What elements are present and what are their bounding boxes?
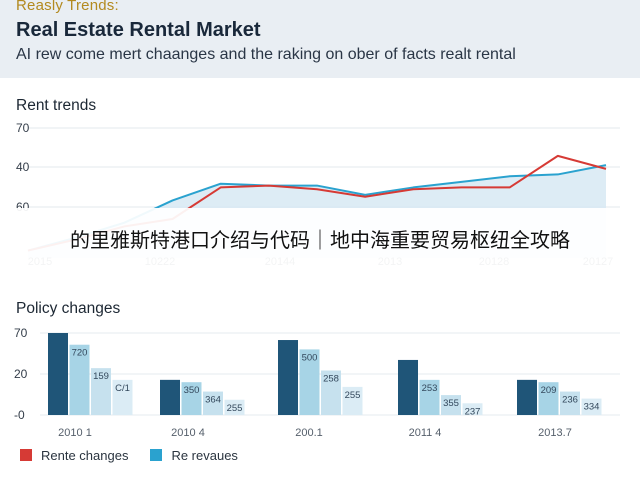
page-subtitle: AI rew come mert chaanges and the raking…: [16, 46, 516, 63]
bar-value-label: 334: [584, 402, 600, 413]
x-tick-label: 200.1: [295, 427, 323, 439]
bar-value-label: 500: [302, 352, 318, 363]
legend: Rente changes Re revaues: [20, 446, 260, 464]
bar: [160, 379, 180, 415]
legend-item-rente-changes: Rente changes: [20, 448, 128, 463]
bar-value-label: 258: [323, 373, 339, 384]
y-tick-label: 70: [16, 121, 30, 135]
bar-value-label: 364: [205, 395, 221, 406]
legend-swatch-blue: [150, 449, 163, 461]
bar-value-label: 255: [345, 390, 361, 401]
bar-value-label: 255: [227, 403, 243, 414]
bar: [581, 398, 602, 415]
policy-changes-title: Policy changes: [16, 300, 121, 317]
legend-item-re-revaues: Re revaues: [150, 447, 238, 463]
bar: [91, 368, 111, 415]
bar: [224, 399, 245, 415]
bar: [441, 395, 461, 415]
legend-swatch-red: [20, 449, 32, 461]
x-tick-label: 2010 1: [58, 427, 92, 439]
bar-value-label: 236: [562, 395, 578, 406]
x-tick-label: 2013.7: [538, 427, 572, 439]
bar: [419, 379, 440, 415]
header: Reasly Trends: Real Estate Rental Market…: [0, 0, 640, 78]
bar-value-label: 355: [443, 398, 459, 409]
x-tick-label: 2010 4: [171, 427, 205, 439]
y-tick-label: -0: [14, 408, 25, 422]
bar: [69, 344, 90, 415]
bar: [538, 382, 559, 415]
bar: [462, 403, 483, 415]
legend-label: Re revaues: [171, 447, 238, 463]
bar: [48, 333, 68, 415]
bar: [517, 379, 537, 415]
bar-value-label: 159: [93, 371, 109, 382]
y-tick-label: 40: [16, 160, 30, 174]
bar-value-label: C/1: [115, 383, 130, 394]
bar: [181, 382, 202, 415]
bar-value-label: 209: [541, 385, 557, 396]
bar-value-label: 237: [465, 406, 481, 417]
bar: [321, 370, 341, 415]
y-tick-label: 70: [14, 326, 28, 340]
x-tick-label: 2011 4: [409, 427, 442, 439]
bar-value-label: 253: [422, 383, 438, 394]
bar: [342, 386, 363, 415]
bar-value-label: 350: [184, 385, 200, 396]
bar: [398, 359, 418, 415]
rent-trends-title: Rent trends: [16, 97, 97, 114]
bar-value-label: 720: [72, 348, 88, 359]
bar: [203, 391, 223, 415]
bar: [278, 340, 298, 415]
y-tick-label: 20: [14, 367, 28, 381]
bar: [560, 391, 580, 415]
page-title: Real Estate Rental Market: [16, 19, 261, 41]
bar: [299, 349, 320, 415]
bar: [112, 379, 133, 415]
legend-label: Rente changes: [41, 447, 129, 463]
header-kicker: Reasly Trends:: [16, 0, 119, 14]
caption-banner: 的里雅斯特港口介绍与代码｜地中海重要贸易枢纽全攻略: [0, 208, 640, 268]
